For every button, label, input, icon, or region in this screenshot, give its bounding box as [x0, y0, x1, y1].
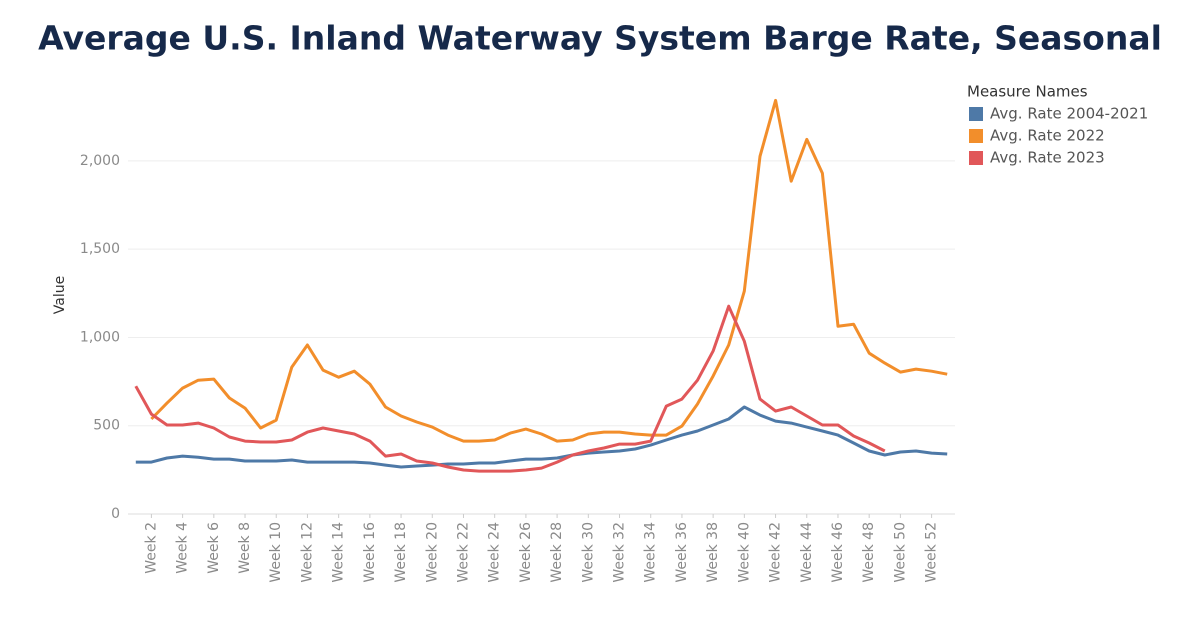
x-tick-label: Week 6 [206, 522, 222, 574]
y-axis-label: Value [52, 276, 68, 314]
x-tick-label: Week 20 [424, 522, 440, 583]
x-tick-label: Week 28 [549, 522, 565, 583]
legend-swatch [969, 107, 983, 121]
y-tick-label: 1,500 [80, 241, 120, 257]
x-tick-label: Week 8 [237, 522, 253, 574]
x-tick-label: Week 40 [736, 522, 752, 583]
legend-label: Avg. Rate 2023 [990, 149, 1105, 167]
x-tick-label: Week 4 [175, 522, 191, 574]
x-tick-label: Week 2 [143, 522, 159, 574]
series-line [134, 304, 886, 473]
x-tick-label: Week 42 [768, 522, 784, 583]
x-tick-label: Week 36 [674, 522, 690, 583]
x-tick-label: Week 10 [268, 522, 284, 583]
x-tick-label: Week 30 [580, 522, 596, 583]
y-tick-label: 500 [93, 418, 120, 434]
legend-swatch [969, 151, 983, 165]
series-line [150, 98, 948, 443]
x-tick-label: Week 52 [924, 522, 940, 583]
x-tick-label: Week 48 [861, 522, 877, 583]
x-tick-label: Week 34 [643, 522, 659, 583]
x-tick-label: Week 12 [299, 522, 315, 583]
x-tick-label: Week 22 [455, 522, 471, 583]
legend-swatch [969, 129, 983, 143]
y-tick-label: 0 [111, 506, 120, 522]
y-tick-label: 2,000 [80, 153, 120, 169]
x-tick-label: Week 14 [331, 522, 347, 583]
x-tick-label: Week 50 [892, 522, 908, 583]
x-tick-label: Week 18 [393, 522, 409, 583]
x-tick-label: Week 46 [830, 522, 846, 583]
legend-label: Avg. Rate 2004-2021 [990, 105, 1148, 123]
x-tick-label: Week 24 [487, 522, 503, 583]
legend-title: Measure Names [967, 83, 1088, 101]
chart-title: Average U.S. Inland Waterway System Barg… [38, 19, 1162, 58]
x-tick-label: Week 38 [705, 522, 721, 583]
x-tick-label: Week 32 [612, 522, 628, 583]
series-line [135, 405, 948, 469]
y-tick-label: 1,000 [80, 329, 120, 345]
x-tick-label: Week 26 [518, 522, 534, 583]
x-tick-label: Week 16 [362, 522, 378, 583]
x-tick-label: Week 44 [799, 522, 815, 583]
legend-label: Avg. Rate 2022 [990, 127, 1105, 145]
